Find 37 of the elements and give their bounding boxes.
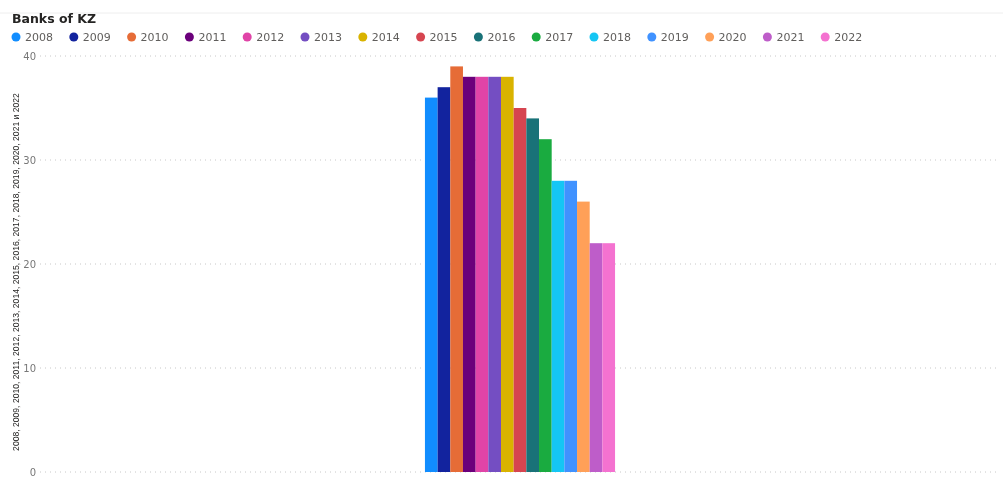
legend-label: 2020 bbox=[718, 31, 747, 44]
legend-label: 2022 bbox=[834, 31, 863, 44]
bar bbox=[437, 87, 451, 472]
bar bbox=[526, 118, 540, 472]
legend-label: 2013 bbox=[314, 31, 342, 44]
legend-label: 2010 bbox=[140, 31, 169, 44]
y-axis-title: 2008, 2009, 2010, 2011, 2012, 2013, 2014, 2015, 2016, 2017, 2018, 2019, 2020, 2021 и 2022 bbox=[11, 92, 21, 451]
bar bbox=[462, 76, 476, 472]
bar bbox=[564, 180, 578, 472]
legend-label: 2011 bbox=[198, 31, 227, 44]
legend-label: 2014 bbox=[371, 31, 400, 44]
bar bbox=[450, 66, 463, 472]
legend-label: 2008 bbox=[25, 31, 53, 44]
chart-title: Banks of KZ bbox=[12, 11, 97, 26]
bar bbox=[577, 201, 590, 472]
legend-label: 2021 bbox=[776, 31, 805, 44]
legend-label: 2018 bbox=[603, 31, 631, 44]
legend-label: 2009 bbox=[82, 31, 111, 44]
bar bbox=[602, 243, 616, 472]
legend-label: 2019 bbox=[660, 31, 689, 44]
legend-label: 2015 bbox=[429, 31, 458, 44]
bar bbox=[475, 76, 489, 472]
y-tick-label: 30 bbox=[23, 154, 36, 166]
bar bbox=[589, 243, 603, 472]
bar bbox=[513, 108, 527, 472]
legend-label: 2017 bbox=[545, 31, 574, 44]
bar bbox=[424, 97, 438, 472]
bar bbox=[488, 76, 501, 472]
bar bbox=[539, 139, 552, 472]
y-tick-label: 0 bbox=[29, 466, 36, 478]
y-tick-label: 40 bbox=[23, 50, 36, 62]
y-tick-label: 10 bbox=[23, 362, 36, 374]
bar bbox=[551, 180, 565, 472]
y-tick-label: 20 bbox=[23, 258, 36, 270]
bar bbox=[500, 76, 514, 472]
legend-label: 2012 bbox=[256, 31, 285, 44]
legend-label: 2016 bbox=[487, 31, 516, 44]
